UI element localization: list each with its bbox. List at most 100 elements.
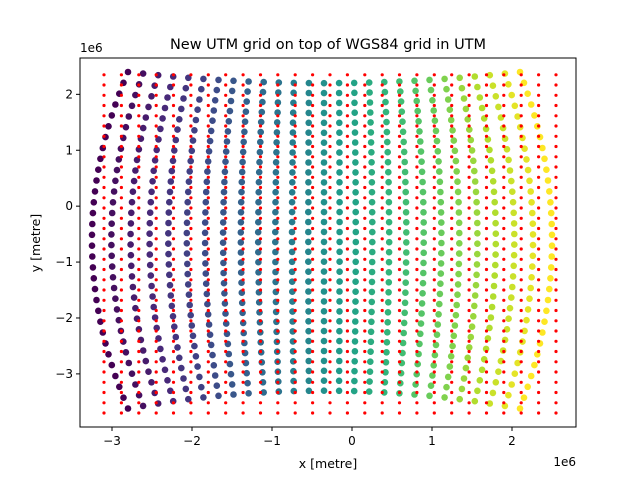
utm-point xyxy=(206,103,210,108)
utm-point xyxy=(554,380,558,384)
utm-point xyxy=(311,298,315,302)
wgs84-point xyxy=(226,360,234,368)
utm-point xyxy=(171,237,176,241)
utm-point xyxy=(363,144,367,149)
wgs84-point xyxy=(153,324,160,332)
wgs84-point xyxy=(244,88,251,95)
wgs84-point xyxy=(201,219,209,226)
wgs84-point xyxy=(351,348,359,355)
utm-point xyxy=(467,196,471,200)
utm-point xyxy=(102,83,106,87)
utm-point xyxy=(345,165,349,169)
wgs84-point xyxy=(527,372,535,380)
wgs84-point xyxy=(336,119,343,127)
wgs84-point xyxy=(455,198,462,206)
utm-point xyxy=(537,165,541,169)
utm-point xyxy=(328,175,332,179)
utm-point xyxy=(224,165,228,169)
utm-point xyxy=(276,103,280,108)
wgs84-point xyxy=(139,347,147,354)
utm-point xyxy=(380,206,384,210)
wgs84-point xyxy=(125,113,133,120)
utm-point xyxy=(171,411,176,415)
utm-point xyxy=(432,278,436,282)
utm-point xyxy=(432,360,436,364)
utm-point xyxy=(328,298,332,302)
wgs84-point xyxy=(443,85,450,93)
wgs84-point xyxy=(202,188,210,196)
utm-point xyxy=(467,93,471,97)
utm-point xyxy=(102,165,106,169)
utm-point xyxy=(502,103,506,108)
wgs84-point xyxy=(462,364,470,372)
utm-point xyxy=(224,206,228,210)
utm-point xyxy=(171,103,176,108)
utm-point xyxy=(537,93,541,97)
wgs84-point xyxy=(273,119,281,126)
wgs84-point xyxy=(220,209,227,216)
wgs84-point xyxy=(116,383,123,391)
utm-point xyxy=(328,349,332,354)
wgs84-point xyxy=(166,271,173,279)
wgs84-point xyxy=(509,198,517,206)
wgs84-point xyxy=(385,198,393,206)
utm-point xyxy=(206,411,210,415)
utm-point xyxy=(484,134,489,138)
wgs84-point xyxy=(165,209,173,216)
wgs84-point xyxy=(453,168,461,175)
utm-point xyxy=(502,144,506,149)
utm-point xyxy=(293,144,297,149)
wgs84-point xyxy=(470,313,477,320)
utm-point xyxy=(450,144,454,149)
wgs84-point xyxy=(417,148,425,155)
utm-point xyxy=(224,339,228,343)
wgs84-point xyxy=(130,177,138,185)
utm-point xyxy=(224,278,228,282)
utm-point xyxy=(397,185,402,190)
wgs84-point xyxy=(541,318,548,326)
utm-point xyxy=(380,247,384,251)
wgs84-point xyxy=(274,109,281,116)
utm-point xyxy=(345,175,349,179)
wgs84-point xyxy=(444,373,452,381)
wgs84-point xyxy=(146,219,154,227)
utm-point xyxy=(467,390,471,395)
wgs84-point xyxy=(399,339,407,347)
wgs84-point xyxy=(220,188,228,196)
utm-point xyxy=(363,165,367,169)
wgs84-point xyxy=(437,198,445,206)
utm-point xyxy=(102,370,106,374)
utm-point xyxy=(345,226,349,231)
utm-point xyxy=(206,247,210,251)
y-offset-label: 1e6 xyxy=(80,41,103,55)
utm-point xyxy=(397,339,402,343)
wgs84-point xyxy=(254,218,262,226)
utm-point xyxy=(154,216,158,220)
wgs84-point xyxy=(202,198,210,206)
utm-point xyxy=(484,267,489,272)
utm-point xyxy=(363,319,367,323)
utm-point xyxy=(363,206,367,210)
utm-point xyxy=(537,298,541,302)
wgs84-point xyxy=(305,298,312,305)
wgs84-point xyxy=(132,304,139,312)
utm-point xyxy=(189,288,193,292)
wgs84-point xyxy=(142,357,150,365)
utm-point xyxy=(154,155,158,159)
utm-point xyxy=(224,185,228,190)
utm-point xyxy=(432,216,436,220)
wgs84-point xyxy=(368,318,375,326)
wgs84-point xyxy=(441,75,448,83)
utm-point xyxy=(171,349,176,354)
wgs84-point xyxy=(255,178,263,186)
wgs84-point xyxy=(486,324,493,332)
utm-point xyxy=(154,308,158,313)
utm-point xyxy=(484,370,489,374)
wgs84-point xyxy=(438,239,445,247)
utm-point xyxy=(171,216,176,220)
wgs84-point xyxy=(305,288,312,295)
wgs84-point xyxy=(458,385,466,393)
utm-point xyxy=(154,329,158,333)
wgs84-point xyxy=(488,167,496,175)
utm-point xyxy=(276,390,280,395)
